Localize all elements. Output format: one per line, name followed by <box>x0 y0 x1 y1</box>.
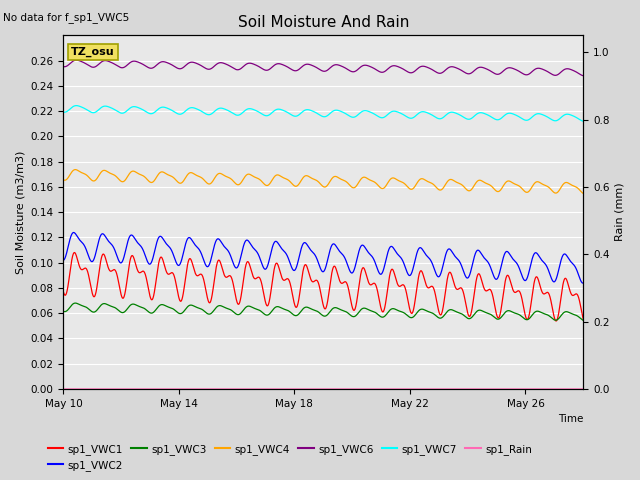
sp1_VWC3 <box>579 317 586 323</box>
Line: sp1_VWC3: sp1_VWC3 <box>63 303 583 320</box>
sp1_Rain <box>304 386 312 392</box>
sp1_VWC3 <box>411 312 419 318</box>
sp1_VWC7 <box>469 114 477 120</box>
sp1_VWC4 <box>440 185 447 191</box>
sp1_VWC7 <box>72 103 80 108</box>
Line: sp1_VWC2: sp1_VWC2 <box>63 232 583 283</box>
sp1_VWC4 <box>579 191 587 196</box>
sp1_VWC2 <box>440 260 447 266</box>
sp1_VWC2 <box>411 258 419 264</box>
sp1_VWC1 <box>411 300 419 305</box>
sp1_VWC7 <box>60 109 67 115</box>
sp1_VWC1 <box>153 271 161 277</box>
sp1_Rain <box>60 386 67 392</box>
sp1_VWC6 <box>469 69 477 74</box>
sp1_VWC7 <box>440 114 447 120</box>
sp1_VWC6 <box>153 62 161 68</box>
sp1_VWC1 <box>440 301 447 307</box>
sp1_VWC6 <box>60 64 67 70</box>
sp1_VWC1 <box>579 316 587 322</box>
sp1_VWC1 <box>469 299 477 305</box>
sp1_VWC1 <box>304 266 312 272</box>
sp1_VWC1 <box>579 314 587 320</box>
sp1_VWC7 <box>153 108 161 113</box>
sp1_VWC2 <box>304 243 312 249</box>
Text: No data for f_sp1_VWC5: No data for f_sp1_VWC5 <box>3 12 129 23</box>
sp1_VWC2 <box>579 280 587 286</box>
sp1_VWC3 <box>60 309 67 314</box>
Y-axis label: Soil Moisture (m3/m3): Soil Moisture (m3/m3) <box>15 150 25 274</box>
sp1_VWC4 <box>72 167 79 172</box>
sp1_VWC4 <box>153 174 161 180</box>
sp1_Rain <box>153 386 161 392</box>
Legend: sp1_VWC1, sp1_VWC2, sp1_VWC3, sp1_VWC4, sp1_VWC6, sp1_VWC7, sp1_Rain: sp1_VWC1, sp1_VWC2, sp1_VWC3, sp1_VWC4, … <box>44 439 536 475</box>
X-axis label: Time: Time <box>558 414 583 424</box>
sp1_Rain <box>579 386 587 392</box>
Text: TZ_osu: TZ_osu <box>71 47 115 57</box>
sp1_VWC7 <box>579 118 586 124</box>
sp1_VWC2 <box>60 257 67 263</box>
sp1_VWC1 <box>552 318 560 324</box>
sp1_VWC2 <box>579 280 586 286</box>
sp1_VWC6 <box>411 68 419 74</box>
sp1_VWC4 <box>304 173 312 179</box>
sp1_VWC2 <box>469 259 477 264</box>
sp1_VWC6 <box>304 61 312 67</box>
Title: Soil Moisture And Rain: Soil Moisture And Rain <box>237 15 409 30</box>
sp1_Rain <box>440 386 447 392</box>
sp1_Rain <box>411 386 419 392</box>
Line: sp1_VWC1: sp1_VWC1 <box>63 252 583 321</box>
sp1_VWC1 <box>60 289 67 295</box>
sp1_VWC6 <box>579 72 586 78</box>
sp1_VWC2 <box>579 280 587 286</box>
Y-axis label: Rain (mm): Rain (mm) <box>615 183 625 241</box>
sp1_VWC4 <box>579 190 586 196</box>
sp1_VWC4 <box>469 184 477 190</box>
sp1_Rain <box>469 386 477 392</box>
Line: sp1_VWC6: sp1_VWC6 <box>63 60 583 76</box>
sp1_VWC2 <box>70 229 77 235</box>
Line: sp1_VWC4: sp1_VWC4 <box>63 169 583 193</box>
sp1_VWC3 <box>153 305 161 311</box>
sp1_VWC7 <box>579 119 587 124</box>
sp1_VWC7 <box>411 114 419 120</box>
sp1_VWC6 <box>440 69 447 74</box>
sp1_VWC3 <box>72 300 79 306</box>
sp1_VWC2 <box>153 239 161 245</box>
sp1_VWC6 <box>579 73 587 79</box>
sp1_VWC3 <box>579 317 587 323</box>
sp1_VWC1 <box>70 250 78 255</box>
sp1_VWC4 <box>60 177 67 183</box>
sp1_VWC6 <box>72 57 80 63</box>
Line: sp1_VWC7: sp1_VWC7 <box>63 106 583 121</box>
sp1_VWC7 <box>304 107 312 112</box>
sp1_VWC3 <box>469 313 477 319</box>
sp1_VWC3 <box>304 304 312 310</box>
sp1_Rain <box>579 386 586 392</box>
sp1_VWC3 <box>440 313 447 319</box>
sp1_VWC4 <box>411 184 419 190</box>
